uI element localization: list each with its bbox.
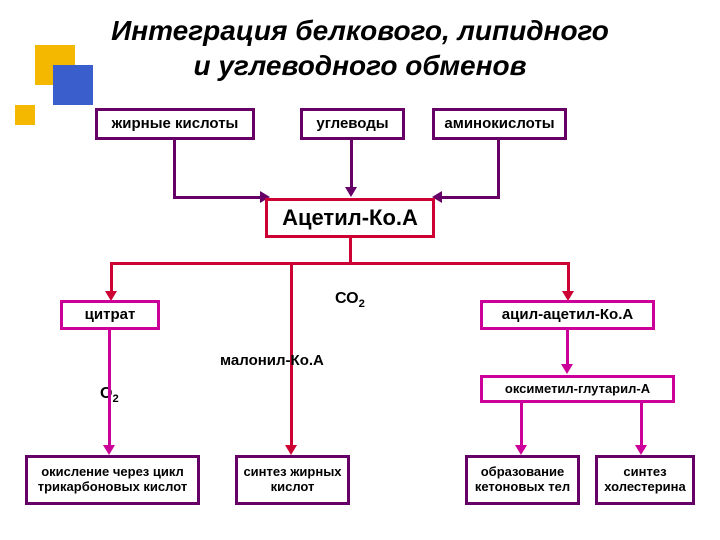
arrow-citrate-head bbox=[103, 445, 115, 455]
node-citrate: цитрат bbox=[60, 300, 160, 330]
node-citrate-label: цитрат bbox=[85, 306, 136, 323]
node-acyl-label: ацил-ацетил-Ко.А bbox=[502, 306, 633, 323]
arrow-oxy-l-head bbox=[515, 445, 527, 455]
node-cholesterol: синтез холестерина bbox=[595, 455, 695, 505]
arrow-acetyl-right-v bbox=[567, 262, 570, 294]
arrow-oxy-l-v bbox=[520, 403, 523, 448]
arrow-acetyl-right-h bbox=[349, 262, 569, 265]
node-acetyl: Ацетил-Ко.А bbox=[265, 198, 435, 238]
arrow-acetyl-center-h bbox=[290, 262, 352, 265]
arrow-fa-v bbox=[173, 140, 176, 198]
node-ketone: образование кетоновых тел bbox=[465, 455, 580, 505]
node-oxymethyl-label: оксиметил-глутарил-А bbox=[505, 382, 650, 397]
arrow-fa-h bbox=[173, 196, 263, 199]
node-fatty-acids-label: жирные кислоты bbox=[112, 115, 239, 132]
arrow-acyl-head bbox=[561, 364, 573, 374]
arrow-amino-h bbox=[440, 196, 500, 199]
label-co2: СО2 bbox=[335, 290, 365, 310]
arrow-acetyl-center-v bbox=[349, 238, 352, 264]
node-cholesterol-label: синтез холестерина bbox=[600, 465, 690, 495]
arrow-carbs-v bbox=[350, 140, 353, 190]
node-oxymethyl: оксиметил-глутарил-А bbox=[480, 375, 675, 403]
node-amino: аминокислоты bbox=[432, 108, 567, 140]
node-carbs: углеводы bbox=[300, 108, 405, 140]
arrow-acetyl-left-v bbox=[110, 262, 113, 294]
deco-yellow-2 bbox=[15, 105, 35, 125]
node-oxidation-label: окисление через цикл трикарбоновых кисло… bbox=[30, 465, 195, 495]
node-acyl: ацил-ацетил-Ко.А bbox=[480, 300, 655, 330]
slide-title-line2: и углеводного обменов bbox=[0, 50, 720, 82]
node-fatty-acids: жирные кислоты bbox=[95, 108, 255, 140]
arrow-oxy-r-head bbox=[635, 445, 647, 455]
node-acetyl-label: Ацетил-Ко.А bbox=[282, 205, 418, 230]
arrow-acyl-v bbox=[566, 330, 569, 367]
arrow-citrate-v bbox=[108, 330, 111, 448]
node-oxidation: окисление через цикл трикарбоновых кисло… bbox=[25, 455, 200, 505]
node-ketone-label: образование кетоновых тел bbox=[470, 465, 575, 495]
slide-title-line1: Интеграция белкового, липидного bbox=[0, 15, 720, 47]
label-malonyl: малонил-Ко.А bbox=[220, 352, 324, 369]
arrow-amino-v bbox=[497, 140, 500, 198]
arrow-oxy-r-v bbox=[640, 403, 643, 448]
arrow-acetyl-center-head bbox=[285, 445, 297, 455]
node-fatty-synth-label: синтез жирных кислот bbox=[240, 465, 345, 495]
node-amino-label: аминокислоты bbox=[444, 115, 554, 132]
node-carbs-label: углеводы bbox=[316, 115, 388, 132]
arrow-carbs-head bbox=[345, 187, 357, 197]
node-fatty-synth: синтез жирных кислот bbox=[235, 455, 350, 505]
